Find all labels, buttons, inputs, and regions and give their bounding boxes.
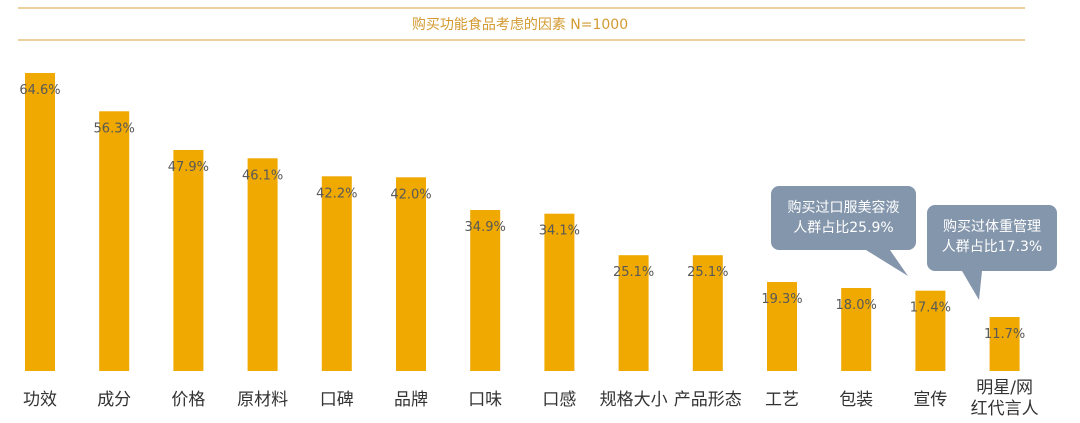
category-label-11-line-0: 包装 bbox=[839, 390, 873, 410]
category-label-10-line-0: 工艺 bbox=[765, 390, 799, 410]
category-label-7-line-0: 口感 bbox=[542, 390, 576, 410]
value-label-2: 47.9% bbox=[168, 160, 209, 175]
value-label-9: 25.1% bbox=[687, 265, 728, 280]
bar-2 bbox=[173, 150, 204, 371]
bar-9 bbox=[692, 255, 723, 371]
bar-0 bbox=[25, 73, 55, 371]
category-label-3-line-0: 原材料 bbox=[237, 390, 288, 410]
bar-8 bbox=[618, 255, 649, 371]
value-labels-group: 64.6% 56.3% 47.9% 46.1% 42.2% 42.0% 34.9% 34.1%… bbox=[19, 83, 1025, 342]
category-label-4: 口碑 bbox=[320, 390, 354, 410]
annotation-bubble-body-1 bbox=[927, 205, 1057, 271]
bar-10 bbox=[767, 282, 797, 371]
category-label-6-line-0: 口味 bbox=[468, 390, 502, 410]
value-label-6: 34.9% bbox=[465, 220, 506, 235]
bars-group bbox=[25, 73, 1020, 372]
category-label-5: 品牌 bbox=[394, 390, 428, 410]
value-label-4: 42.2% bbox=[316, 186, 357, 201]
bar-6 bbox=[470, 210, 501, 371]
category-label-3: 原材料 bbox=[237, 390, 288, 410]
category-label-2: 价格 bbox=[171, 390, 205, 410]
bar-13 bbox=[989, 317, 1020, 371]
annotation-bubble-0-line-1: 人群占比25.9% bbox=[793, 220, 893, 236]
category-label-5-line-0: 品牌 bbox=[394, 390, 428, 410]
bar-3 bbox=[247, 158, 278, 371]
value-label-10: 19.3% bbox=[761, 292, 802, 307]
bar-7 bbox=[544, 213, 575, 371]
category-label-8-line-0: 规格大小 bbox=[600, 390, 668, 410]
value-label-0: 64.6% bbox=[19, 83, 60, 98]
annotation-bubble-0-line-0: 购买过口服美容液 bbox=[788, 199, 900, 216]
category-label-0: 功效 bbox=[23, 390, 57, 410]
category-label-13-line-1: 红代言人 bbox=[971, 399, 1039, 419]
annotation-bubble-1-line-0: 购买过体重管理 bbox=[943, 219, 1041, 235]
value-label-5: 42.0% bbox=[390, 187, 431, 202]
value-label-12: 17.4% bbox=[910, 301, 951, 316]
category-label-12-line-0: 宣传 bbox=[913, 390, 947, 410]
value-label-3: 46.1% bbox=[242, 168, 283, 183]
value-label-13: 11.7% bbox=[984, 327, 1025, 342]
category-label-0-line-0: 功效 bbox=[23, 390, 57, 410]
bar-5 bbox=[396, 177, 426, 371]
category-label-13-line-0: 明星/网 bbox=[976, 378, 1033, 398]
category-label-2-line-0: 价格 bbox=[171, 390, 205, 410]
category-label-11: 包装 bbox=[839, 390, 873, 410]
category-label-7: 口感 bbox=[542, 390, 576, 410]
bar-11 bbox=[841, 288, 872, 371]
annotation-bubble-body-0 bbox=[771, 186, 916, 250]
category-label-6: 口味 bbox=[468, 390, 502, 410]
chart-title: 购买功能食品考虑的因素 N=1000 bbox=[412, 16, 628, 33]
annotation-bubble-pointer-0 bbox=[866, 250, 908, 276]
category-label-9-line-0: 产品形态 bbox=[674, 390, 742, 410]
category-labels-group: 功效 成分 价格 原材料 口碑 品牌 口味 口感 规格大小 产品形态 工艺 包装 宣传 明星/网红代言人 bbox=[23, 378, 1039, 419]
value-label-11: 18.0% bbox=[836, 298, 877, 313]
category-label-10: 工艺 bbox=[765, 390, 799, 410]
annotation-bubble-pointer-1 bbox=[962, 271, 982, 300]
value-label-1: 56.3% bbox=[94, 121, 135, 136]
category-label-12: 宣传 bbox=[913, 390, 947, 410]
category-label-1-line-0: 成分 bbox=[97, 390, 131, 410]
category-label-1: 成分 bbox=[97, 390, 131, 410]
bar-12 bbox=[915, 290, 946, 371]
annotation-bubble-1-line-1: 人群占比17.3% bbox=[942, 239, 1042, 255]
category-label-13: 明星/网红代言人 bbox=[971, 378, 1039, 419]
category-label-8: 规格大小 bbox=[600, 390, 668, 410]
value-label-7: 34.1% bbox=[539, 224, 580, 239]
category-label-4-line-0: 口碑 bbox=[320, 390, 354, 410]
bar-1 bbox=[99, 111, 130, 372]
bar-4 bbox=[321, 176, 352, 371]
value-label-8: 25.1% bbox=[613, 265, 654, 280]
category-label-9: 产品形态 bbox=[674, 390, 742, 410]
